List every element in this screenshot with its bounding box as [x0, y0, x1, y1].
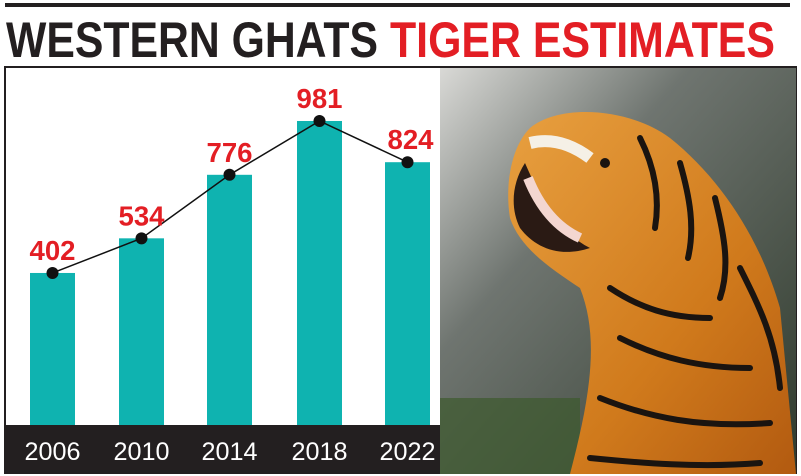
bar-2014 — [207, 174, 252, 425]
bar-2010 — [119, 238, 164, 425]
point-marker-2014 — [223, 168, 236, 181]
page-title: WESTERN GHATS TIGER ESTIMATES — [6, 12, 775, 62]
axis-band — [5, 425, 440, 472]
data-label-2022: 824 — [388, 124, 434, 155]
x-tick-2010: 2010 — [114, 438, 170, 466]
title-part-red: TIGER ESTIMATES — [390, 12, 775, 62]
tiger-photo — [440, 68, 796, 474]
bar-2022 — [385, 162, 430, 425]
title-part-dark: WESTERN GHATS — [6, 12, 378, 62]
x-tick-2018: 2018 — [292, 438, 348, 466]
data-label-2010: 534 — [119, 200, 165, 231]
top-rule — [5, 3, 790, 7]
point-marker-2018 — [313, 114, 326, 127]
bar-2018 — [297, 120, 342, 426]
data-label-2018: 981 — [297, 83, 343, 114]
point-marker-2006 — [46, 266, 59, 279]
bar-2006 — [30, 272, 75, 425]
data-label-2014: 776 — [207, 137, 253, 168]
x-tick-2022: 2022 — [380, 438, 436, 466]
x-tick-2006: 2006 — [25, 438, 81, 466]
point-marker-2022 — [401, 156, 414, 169]
chart-frame — [4, 66, 797, 474]
data-label-2006: 402 — [30, 235, 76, 266]
point-marker-2010 — [135, 232, 148, 245]
bar-chart: 402 534 776 981 824 2006 2010 2014 2018 2022 — [5, 83, 440, 472]
x-tick-2014: 2014 — [202, 438, 258, 466]
